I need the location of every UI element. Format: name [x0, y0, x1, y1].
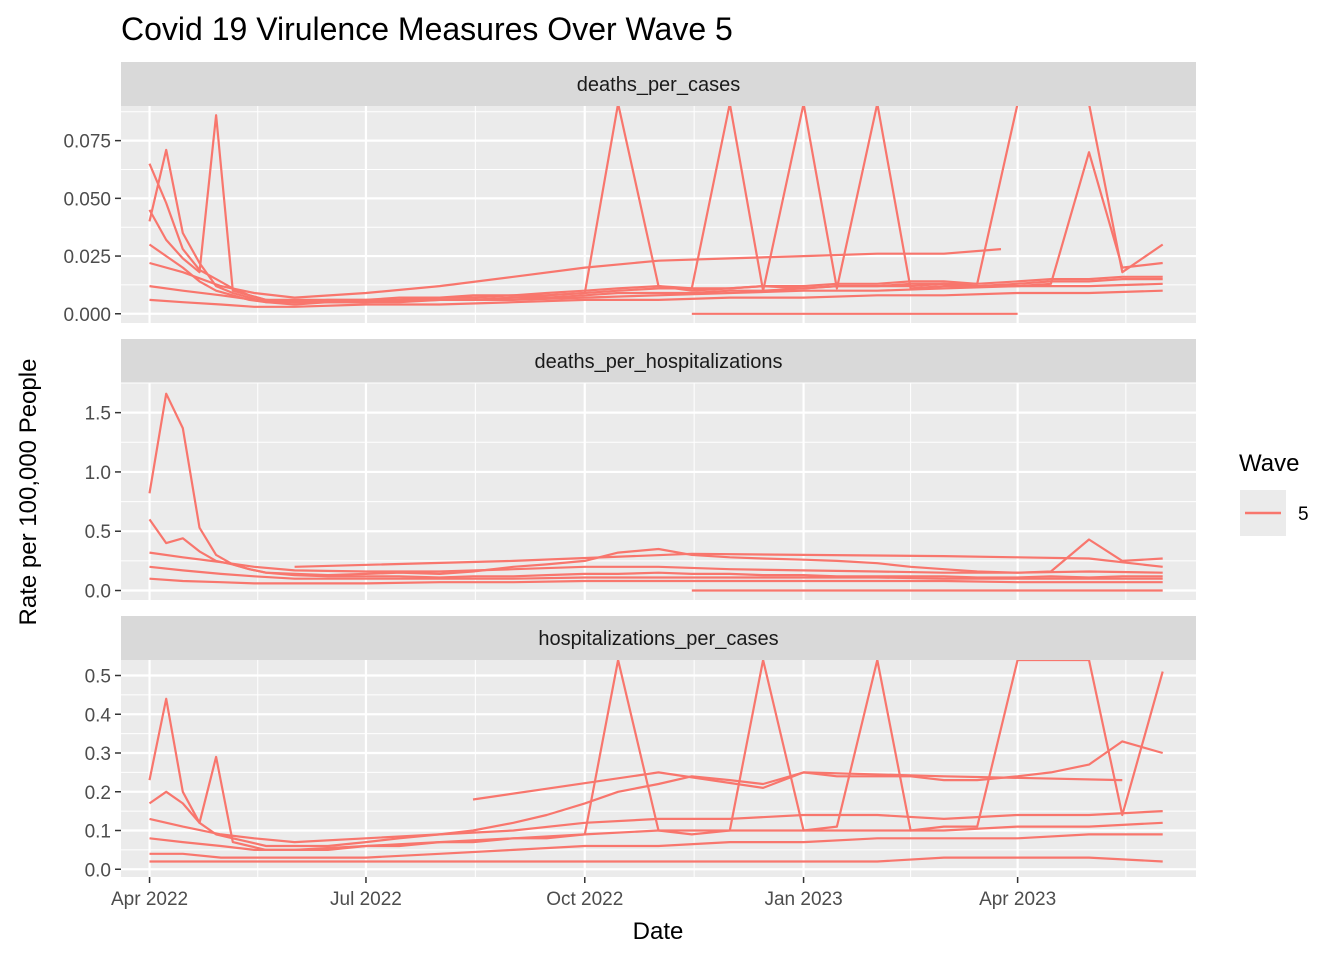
- y-tick-label: 0.5: [85, 667, 111, 688]
- y-tick-label: 0.5: [85, 522, 111, 543]
- facet-strip-label: hospitalizations_per_cases: [538, 628, 778, 650]
- y-tick-label: 0.050: [63, 189, 111, 210]
- y-tick-label: 0.3: [85, 744, 111, 765]
- series-lines: [148, 660, 1164, 863]
- x-tick-label: Jan 2023: [764, 889, 842, 910]
- series-line: [148, 106, 1164, 304]
- legend-label: 5: [1298, 504, 1309, 525]
- x-axis-title: Date: [633, 918, 684, 945]
- x-tick-label: Apr 2023: [979, 889, 1056, 910]
- series-line: [149, 856, 1163, 863]
- series-line: [149, 551, 1163, 574]
- y-tick-label: 0.075: [63, 132, 111, 153]
- series-line: [149, 289, 1163, 308]
- facet-strip: [121, 616, 1196, 660]
- x-tick-label: Apr 2022: [111, 889, 188, 910]
- y-tick-label: 1.0: [85, 463, 111, 484]
- x-axis: Apr 2022 Jul 2022 Oct 2022 Jan 2023 Apr 2023: [111, 877, 1056, 910]
- y-tick-label: 0.000: [63, 305, 111, 326]
- series-line: [149, 577, 1163, 585]
- y-tick-label: 0.1: [85, 822, 111, 843]
- legend-title: Wave: [1239, 450, 1299, 477]
- series-line: [149, 821, 1163, 852]
- series-line: [148, 518, 1163, 577]
- chart-title: Covid 19 Virulence Measures Over Wave 5: [121, 11, 733, 47]
- series-line: [148, 740, 1164, 848]
- series-line: [149, 565, 1163, 580]
- y-tick-label: 0.0: [85, 860, 111, 881]
- series-line: [149, 248, 1002, 299]
- facet-strip-label: deaths_per_hospitalizations: [535, 351, 783, 373]
- series-line: [294, 552, 1163, 568]
- facet-strip: [121, 339, 1196, 383]
- facet-strip-label: deaths_per_cases: [577, 74, 740, 96]
- series-lines: [148, 106, 1164, 315]
- series-lines: [148, 392, 1163, 592]
- panel-background: [121, 660, 1196, 877]
- y-axis-title: Rate per 100,000 People: [15, 359, 42, 626]
- series-line: [149, 833, 1163, 859]
- facet-panel-deaths-per-hospitalizations: deaths_per_hospitalizations 0.0 0.5 1.0 1.5: [85, 339, 1196, 603]
- series-line: [149, 810, 1163, 844]
- y-tick-label: 0.4: [85, 705, 112, 726]
- facet-strip: [121, 62, 1196, 106]
- facet-panels: deaths_per_cases0.0000.0250.0500.075deat…: [63, 62, 1196, 881]
- y-tick-label: 0.2: [85, 783, 111, 804]
- facet-panel-hospitalizations-per-cases: hospitalizations_per_cases 0.0 0.1 0.2 0.3 0.…: [85, 616, 1196, 881]
- series-line: [472, 771, 1123, 801]
- series-line: [149, 282, 1163, 304]
- y-tick-label: 0.0: [85, 582, 111, 603]
- facet-panel-deaths-per-cases: deaths_per_cases 0.000 0.025 0.050 0.075: [63, 62, 1196, 326]
- x-tick-label: Jul 2022: [330, 889, 402, 910]
- y-tick-label: 0.025: [63, 247, 111, 268]
- panel-background: [121, 106, 1196, 323]
- x-tick-label: Oct 2022: [546, 889, 623, 910]
- legend: Wave 5: [1239, 450, 1309, 536]
- y-tick-label: 1.5: [85, 404, 111, 425]
